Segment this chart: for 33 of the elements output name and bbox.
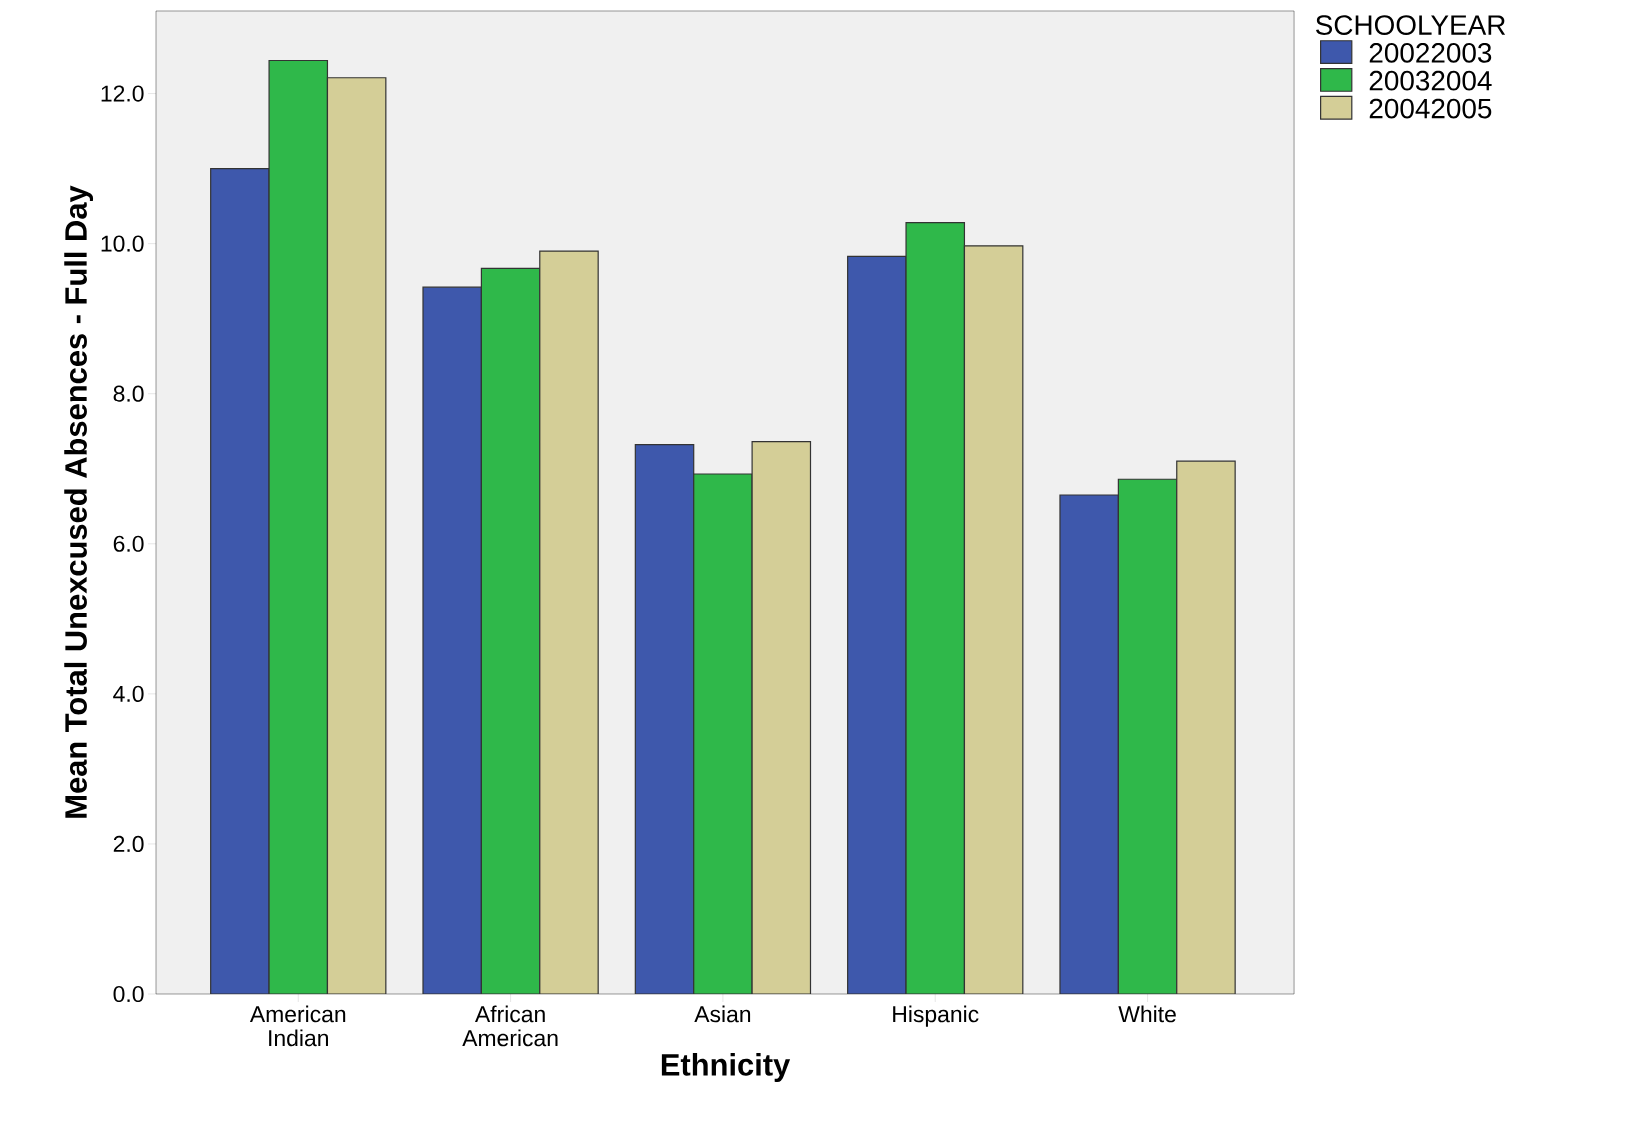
bar — [327, 77, 386, 994]
y-tick-label: 4.0 — [113, 685, 144, 702]
bar — [539, 251, 599, 994]
bar — [269, 60, 328, 994]
bar — [423, 287, 482, 994]
y-tick-label: 2.0 — [113, 835, 144, 853]
y-axis-title: Mean Total Unexcused Absences - Full Day — [64, 185, 94, 818]
x-tick-label: White — [1118, 1005, 1176, 1023]
bar — [1117, 478, 1178, 994]
bar — [906, 222, 965, 994]
bar — [481, 268, 540, 994]
bar — [752, 441, 811, 994]
y-tick-label: 10.0 — [101, 235, 144, 252]
y-tick-label: 12.0 — [101, 85, 144, 102]
y-tick-label: 0.0 — [113, 985, 144, 1003]
bar — [1176, 460, 1236, 994]
x-tick-label: African American — [462, 1005, 558, 1047]
x-tick-label: Asian — [694, 1005, 751, 1023]
bar — [635, 444, 694, 994]
legend-label: 20032004 — [1369, 70, 1492, 91]
y-tick-label: 8.0 — [113, 385, 144, 402]
bar — [693, 473, 753, 994]
y-tick-label: 6.0 — [113, 535, 144, 552]
bar — [964, 245, 1023, 994]
x-tick-label: American Indian — [249, 1005, 346, 1047]
bar — [210, 168, 270, 994]
x-tick-label: Hispanic — [893, 1005, 979, 1027]
legend-label: 20042005 — [1369, 98, 1492, 119]
bar — [847, 256, 907, 994]
x-axis-title: Ethnicity — [661, 1053, 791, 1082]
legend-label: 20022003 — [1369, 43, 1492, 63]
legend-title: SCHOOLYEAR — [1315, 15, 1506, 35]
bar — [1059, 494, 1119, 994]
